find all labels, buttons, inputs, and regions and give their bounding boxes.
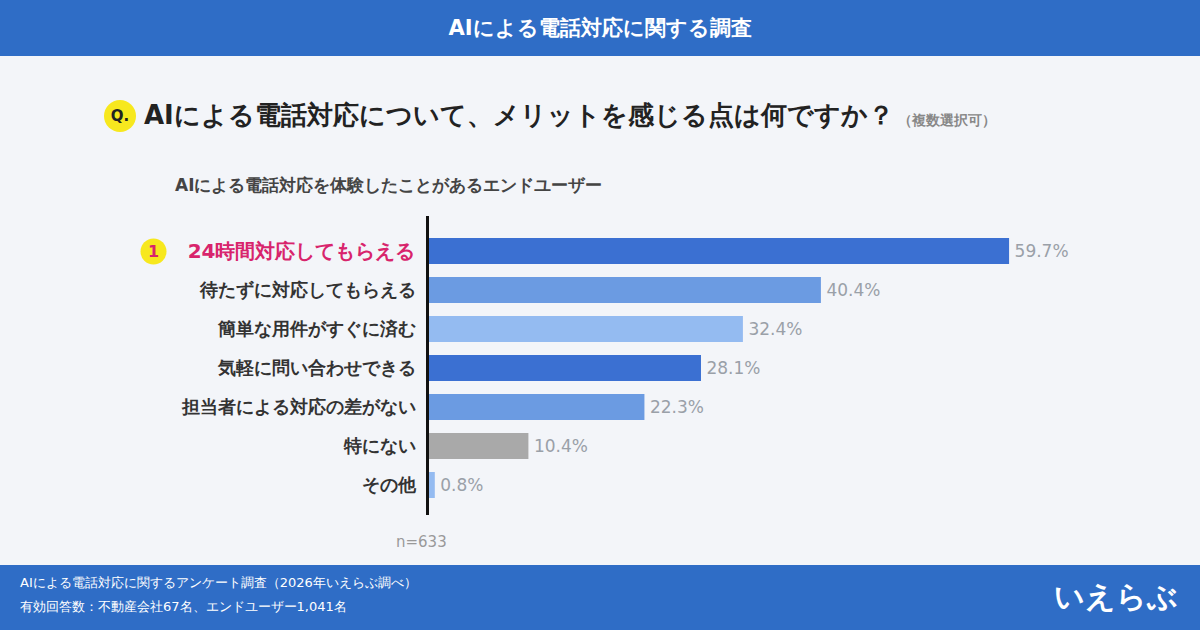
- svg-text:その他: その他: [362, 474, 417, 495]
- svg-text:0.8%: 0.8%: [440, 475, 483, 495]
- svg-text:簡単な用件がすぐに済む: 簡単な用件がすぐに済む: [217, 318, 416, 339]
- html-text:有効回答数：不動産会社67名、エンドユーザー1,041名: 有効回答数：不動産会社67名、エンドユーザー1,041名: [20, 599, 347, 614]
- html-text:Q.: Q.: [110, 106, 130, 125]
- svg-text:待たずに対応してもらえる: 待たずに対応してもらえる: [199, 279, 416, 301]
- svg-text:特にない: 特にない: [343, 435, 416, 456]
- html-text:いえらぶ: いえらぶ: [1054, 579, 1178, 614]
- svg-text:気軽に問い合わせできる: 気軽に問い合わせできる: [217, 357, 416, 378]
- html-text:n=633: n=633: [396, 533, 447, 551]
- svg-text:32.4%: 32.4%: [748, 319, 802, 339]
- svg-text:24時間対応してもらえる: 24時間対応してもらえる: [188, 239, 416, 263]
- html-text:AIによる電話対応について、メリットを感じる点は何ですか？（: AIによる電話対応について、メリットを感じる点は何ですか？（複数選択可）: [144, 100, 996, 130]
- svg-text:22.3%: 22.3%: [650, 397, 704, 417]
- svg-text:40.4%: 40.4%: [826, 280, 880, 300]
- html-text:AIによる電話対応を体験したことがあるエンドユーザー: AIによる電話対応を体験したことがあるエンドユーザー: [175, 175, 603, 195]
- html-text:AIによる電話対応に関する調査: AIによる電話対応に関する調査: [448, 16, 752, 40]
- svg-text:10.4%: 10.4%: [534, 436, 588, 456]
- svg-text:1: 1: [148, 242, 159, 261]
- html-text:AIによる電話対応に関するアンケート調査（2026年いえらぶ: AIによる電話対応に関するアンケート調査（2026年いえらぶ調べ）: [20, 575, 417, 590]
- svg-text:担当者による対応の差がない: 担当者による対応の差がない: [181, 396, 416, 417]
- svg-text:28.1%: 28.1%: [706, 358, 760, 378]
- svg-text:59.7%: 59.7%: [1015, 241, 1069, 261]
